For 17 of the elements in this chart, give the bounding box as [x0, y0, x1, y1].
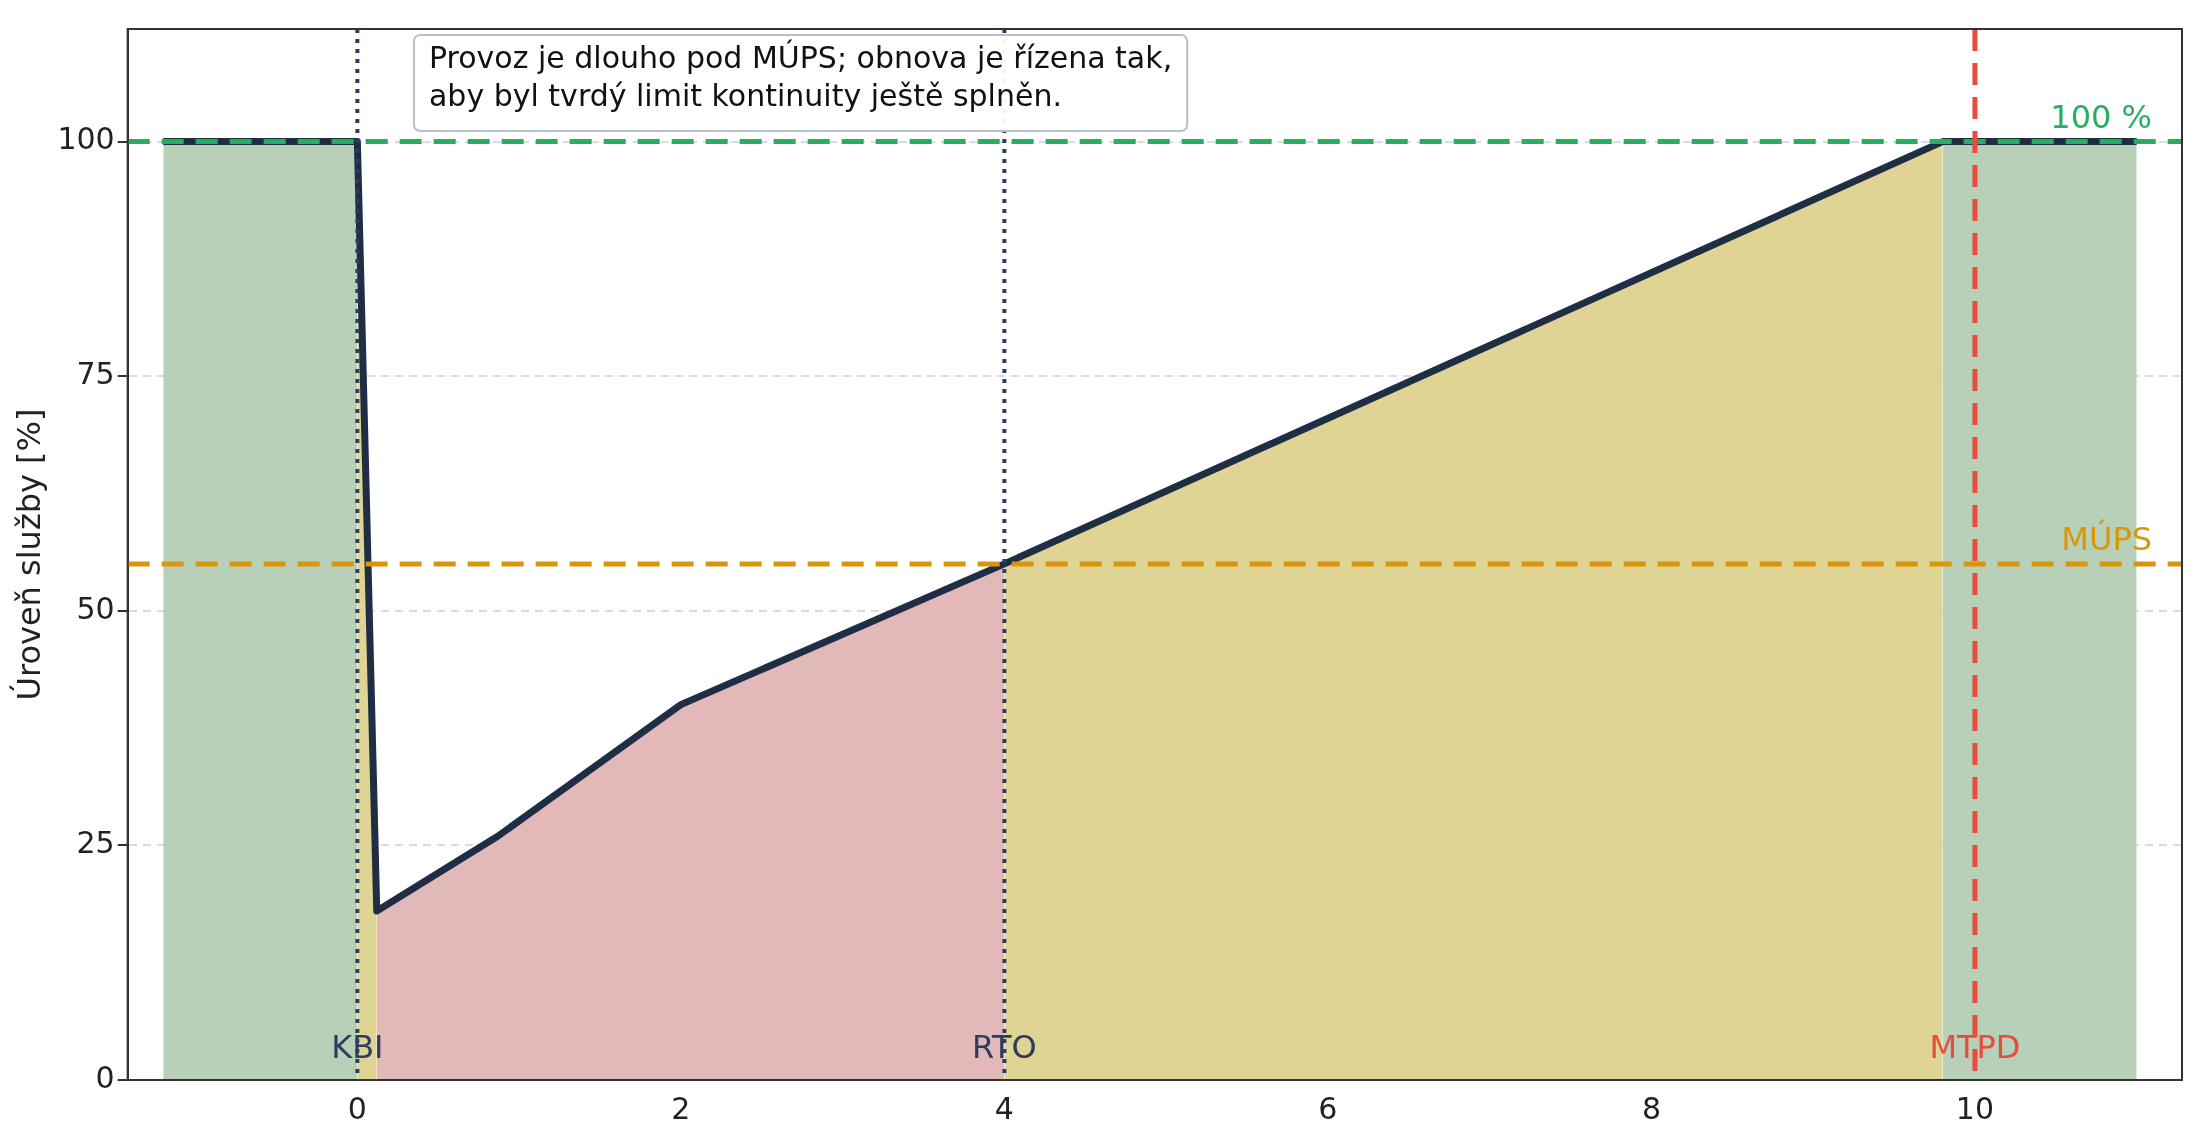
ref-line-label: MTPD — [1929, 1028, 2021, 1067]
y-tick-label: 50 — [76, 590, 115, 626]
y-tick-label: 100 — [57, 121, 115, 157]
x-tick-label: 10 — [1955, 1090, 1995, 1126]
y-axis-title: Úroveň služby [%] — [8, 408, 48, 701]
x-tick-label: 6 — [1318, 1090, 1338, 1126]
y-tick-label: 25 — [76, 825, 115, 861]
x-tick-label: 4 — [994, 1090, 1014, 1126]
ref-line-label: MÚPS — [2061, 519, 2152, 559]
x-tick-label: 0 — [347, 1090, 367, 1126]
ref-line-label: RTO — [972, 1028, 1037, 1067]
y-tick-label: 0 — [95, 1059, 115, 1095]
ref-line-label: 100 % — [2050, 97, 2152, 136]
y-tick-label: 75 — [76, 356, 115, 391]
annotation: Provoz je dlouho pod MÚPS; obnova je řízena tak, aby byl tvrdý limit kontinuity ještě splněn. — [428, 38, 1173, 113]
x-tick-label: 8 — [1641, 1090, 1661, 1126]
x-tick-label: 2 — [671, 1090, 691, 1126]
